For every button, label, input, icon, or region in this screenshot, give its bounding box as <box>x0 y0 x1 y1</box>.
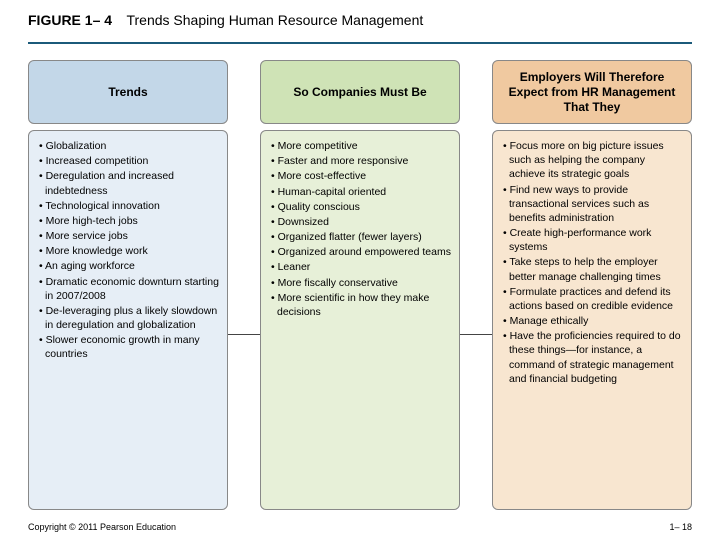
list-item: Have the proficiencies required to do th… <box>501 329 683 386</box>
column-header-companies: So Companies Must Be <box>260 60 460 124</box>
list-item: Formulate practices and defend its actio… <box>501 285 683 313</box>
list-item: Slower economic growth in many countries <box>37 333 219 361</box>
list-item: Focus more on big picture issues such as… <box>501 139 683 182</box>
list-item: More service jobs <box>37 229 219 243</box>
column-employers: Employers Will Therefore Expect from HR … <box>492 60 692 510</box>
column-header-trends: Trends <box>28 60 228 124</box>
list-item: More competitive <box>269 139 451 153</box>
column-trends: Trends GlobalizationIncreased competitio… <box>28 60 228 510</box>
list-item: Find new ways to provide transactional s… <box>501 183 683 226</box>
column-body-trends: GlobalizationIncreased competitionDeregu… <box>28 130 228 510</box>
list-item: Create high-performance work systems <box>501 226 683 254</box>
columns-container: Trends GlobalizationIncreased competitio… <box>0 44 720 510</box>
column-body-companies: More competitiveFaster and more responsi… <box>260 130 460 510</box>
list-item: An aging workforce <box>37 259 219 273</box>
copyright-text: Copyright © 2011 Pearson Education <box>28 522 176 532</box>
list-item: Faster and more responsive <box>269 154 451 168</box>
list-item: Quality conscious <box>269 200 451 214</box>
list-item: More fiscally conservative <box>269 276 451 290</box>
column-body-employers: Focus more on big picture issues such as… <box>492 130 692 510</box>
list-item: Increased competition <box>37 154 219 168</box>
list-item: Manage ethically <box>501 314 683 328</box>
list-item: Dramatic economic downturn starting in 2… <box>37 275 219 303</box>
connector-2 <box>460 334 492 335</box>
footer: Copyright © 2011 Pearson Education 1– 18 <box>28 522 692 532</box>
list-item: More knowledge work <box>37 244 219 258</box>
connector-1 <box>228 334 260 335</box>
list-item: Downsized <box>269 215 451 229</box>
page-number: 1– 18 <box>669 522 692 532</box>
list-item: More scientific in how they make decisio… <box>269 291 451 319</box>
list-item: Human-capital oriented <box>269 185 451 199</box>
list-item: Globalization <box>37 139 219 153</box>
list-item: Leaner <box>269 260 451 274</box>
list-item: Organized around empowered teams <box>269 245 451 259</box>
column-header-employers: Employers Will Therefore Expect from HR … <box>492 60 692 124</box>
list-item: Take steps to help the employer better m… <box>501 255 683 283</box>
list-item: De-leveraging plus a likely slowdown in … <box>37 304 219 332</box>
list-item: Organized flatter (fewer layers) <box>269 230 451 244</box>
list-item: Deregulation and increased indebtedness <box>37 169 219 197</box>
figure-label: FIGURE 1– 4 <box>28 12 112 28</box>
list-item: More high-tech jobs <box>37 214 219 228</box>
figure-title: Trends Shaping Human Resource Management <box>126 12 423 28</box>
list-item: Technological innovation <box>37 199 219 213</box>
column-companies: So Companies Must Be More competitiveFas… <box>260 60 460 510</box>
list-item: More cost-effective <box>269 169 451 183</box>
